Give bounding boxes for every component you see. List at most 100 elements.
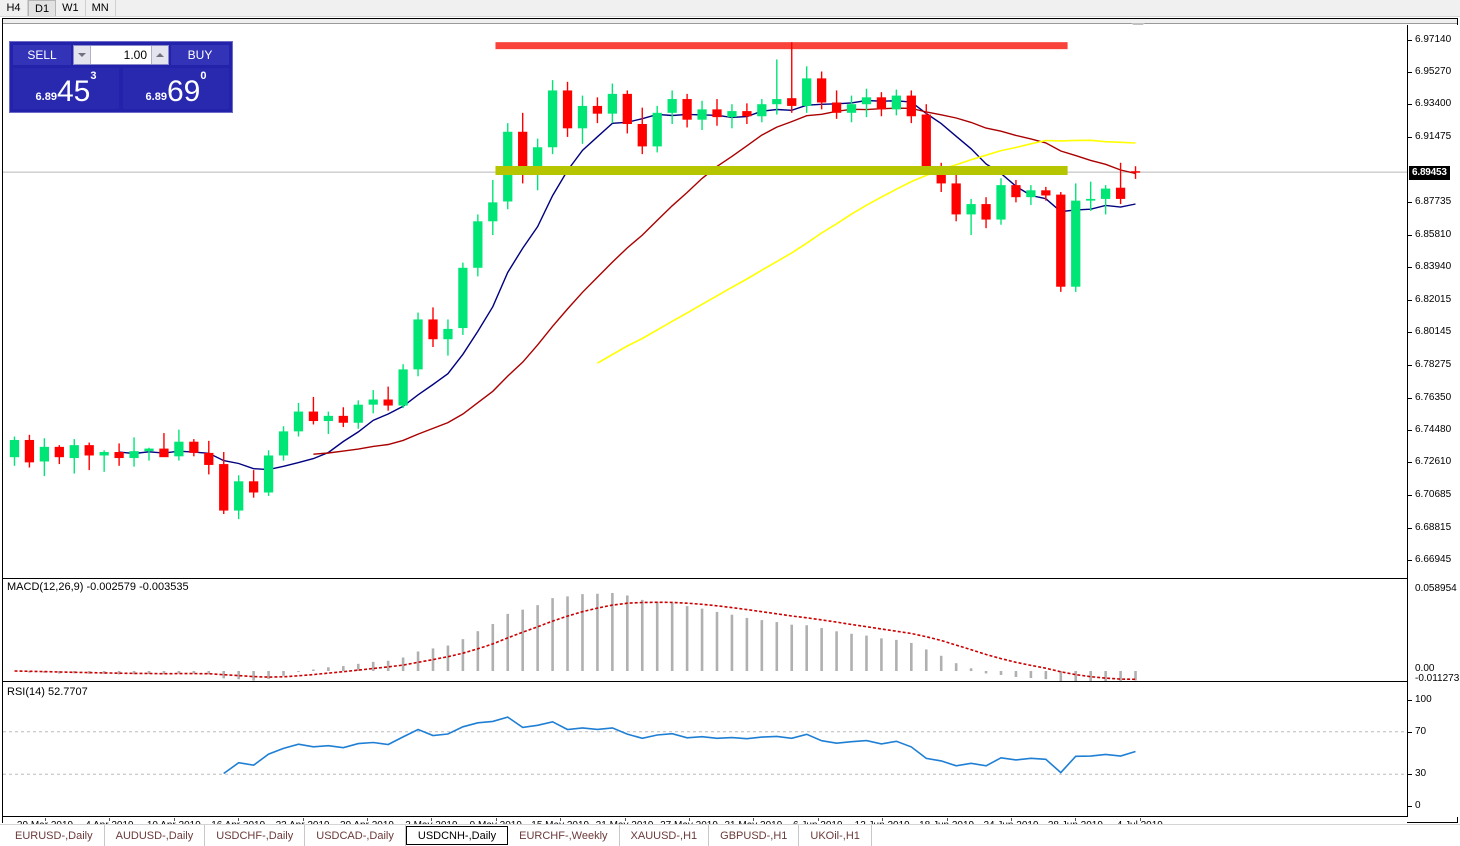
date-tick-mark <box>1075 818 1077 821</box>
rsi-tick-mark <box>1408 806 1412 807</box>
date-tick-mark <box>109 818 111 821</box>
price-tick-label: 6.83940 <box>1415 261 1452 273</box>
price-tick-mark <box>1408 72 1412 73</box>
current-price-label: 6.89453 <box>1409 166 1450 181</box>
rsi-scale-label: 70 <box>1415 725 1427 737</box>
price-tick-label: 6.95270 <box>1415 66 1452 77</box>
price-tick-label: 6.68815 <box>1415 521 1452 533</box>
chart-tab[interactable]: USDCHF-,Daily <box>205 825 306 846</box>
sell-button[interactable]: SELL <box>13 45 71 65</box>
macd-pane: MACD(12,26,9) -0.002579 -0.003535 <box>3 578 1407 682</box>
rsi-tick-mark <box>1408 700 1412 701</box>
rsi-scale-label: 30 <box>1415 768 1427 780</box>
price-tick-label: 6.72610 <box>1415 456 1452 468</box>
price-tick-label: 6.85810 <box>1415 228 1452 240</box>
chart-top-scrollbar[interactable] <box>3 19 1457 24</box>
rsi-tick-mark <box>1408 731 1412 733</box>
price-chart-svg <box>3 42 1407 520</box>
date-tick-mark <box>1011 818 1012 821</box>
date-tick-mark <box>1139 818 1141 821</box>
sell-price-fraction: 3 <box>90 70 97 82</box>
chart-tab[interactable]: GBPUSD-,H1 <box>709 825 800 846</box>
trade-panel-prices: 6.89 45 3 6.89 69 0 <box>10 68 232 112</box>
macd-label: MACD(12,26,9) -0.002579 -0.003535 <box>7 581 189 593</box>
price-tick-mark <box>1408 527 1412 529</box>
price-tick-label: 6.78275 <box>1415 358 1452 370</box>
buy-price-fraction: 0 <box>200 70 207 82</box>
timeframe-button-w1[interactable]: W1 <box>56 0 86 16</box>
chart-tab[interactable]: AUDUSD-,Daily <box>105 825 206 846</box>
rsi-scale-label: 100 <box>1415 694 1432 705</box>
price-tick-mark <box>1408 137 1412 139</box>
toolbar-spacer <box>115 0 1460 16</box>
sell-price-prefix: 6.89 <box>35 91 57 103</box>
price-tick-label: 6.74480 <box>1415 423 1452 435</box>
sell-price-button[interactable]: 6.89 45 3 <box>13 68 119 109</box>
price-tick-mark <box>1408 559 1412 561</box>
volume-stepper[interactable]: 1.00 <box>73 45 169 65</box>
price-tick-mark <box>1408 39 1412 41</box>
price-tick-label: 6.97140 <box>1415 33 1452 45</box>
price-scale[interactable]: 6.97140 6.95270 6.93400 6.91475 6.89453 6.877… <box>1407 25 1460 817</box>
chart-tab-active[interactable]: USDCNH-,Daily <box>405 826 509 845</box>
chart-tab-bar: EURUSD-,Daily AUDUSD-,Daily USDCHF-,Daily U… <box>0 824 1460 846</box>
volume-input[interactable]: 1.00 <box>123 48 147 62</box>
chart-tab[interactable]: XAUUSD-,H1 <box>620 825 710 846</box>
chart-tab[interactable]: EURCHF-,Weekly <box>508 825 620 846</box>
price-tick-mark <box>1408 234 1412 236</box>
price-tick-mark <box>1408 300 1412 302</box>
price-tick-label: 6.93400 <box>1415 98 1452 110</box>
macd-scale-label: 0.058954 <box>1415 583 1457 594</box>
rsi-pane: RSI(14) 52.7707 <box>3 684 1407 817</box>
price-tick-mark <box>1408 462 1412 464</box>
price-tick-label: 6.80145 <box>1415 326 1452 338</box>
price-tick-label: 6.91475 <box>1415 131 1452 143</box>
price-pane <box>3 25 1407 576</box>
date-tick-mark <box>302 818 304 821</box>
one-click-trading-panel: SELL 1.00 BUY 6.89 45 3 6.89 69 0 <box>9 41 233 113</box>
date-tick-mark <box>946 818 948 821</box>
price-tick-mark <box>1408 267 1412 269</box>
date-tick-mark <box>45 818 46 821</box>
rsi-tick-mark <box>1408 774 1412 776</box>
volume-increment-icon[interactable] <box>151 46 168 64</box>
date-tick-mark <box>560 818 562 821</box>
date-tick-mark <box>882 818 884 821</box>
macd-scale-label: -0.011273 <box>1415 673 1460 684</box>
date-tick-mark <box>817 818 819 821</box>
date-tick-mark <box>689 818 690 821</box>
timeframe-toolbar: H4 D1 W1 MN <box>0 0 1460 17</box>
macd-chart-svg <box>14 593 1137 681</box>
chart-window: USDCNH-,Daily 6.89513 6.89796 6.89063 6.… <box>2 18 1460 836</box>
price-tick-label: 6.70685 <box>1415 489 1452 501</box>
chart-tab[interactable]: EURUSD-,Daily <box>4 825 105 846</box>
buy-price-button[interactable]: 6.89 69 0 <box>123 68 229 109</box>
price-tick-mark <box>1408 495 1412 497</box>
buy-price-prefix: 6.89 <box>145 91 167 103</box>
timeframe-button-mn[interactable]: MN <box>85 0 116 16</box>
date-tick-mark <box>173 818 175 821</box>
volume-decrement-icon[interactable] <box>74 46 91 64</box>
date-tick-mark <box>238 818 240 821</box>
timeframe-button-d1[interactable]: D1 <box>28 0 57 16</box>
rsi-scale-label: 0 <box>1415 800 1421 811</box>
buy-button[interactable]: BUY <box>171 45 229 65</box>
macd-scale-label: 0.00 <box>1415 663 1435 674</box>
price-tick-mark <box>1408 332 1412 334</box>
price-tick-mark <box>1408 104 1412 106</box>
rsi-label: RSI(14) 52.7707 <box>7 686 88 698</box>
price-tick-mark <box>1408 201 1412 203</box>
date-tick-mark <box>431 818 433 821</box>
trade-panel-top-row: SELL 1.00 BUY <box>10 42 232 68</box>
date-tick-mark <box>753 818 755 821</box>
date-tick-mark <box>495 818 497 821</box>
timeframe-button-h4[interactable]: H4 <box>0 0 28 16</box>
date-tick-mark <box>624 818 626 821</box>
sell-price-main: 45 <box>56 75 91 108</box>
price-tick-mark <box>1408 429 1412 431</box>
chart-tab[interactable]: UKOil-,H1 <box>799 825 872 846</box>
rsi-chart-svg <box>3 716 1407 775</box>
chart-tab[interactable]: USDCAD-,Daily <box>305 825 406 846</box>
price-tick-label: 6.82015 <box>1415 294 1452 306</box>
price-tick-label: 6.87735 <box>1415 195 1452 207</box>
